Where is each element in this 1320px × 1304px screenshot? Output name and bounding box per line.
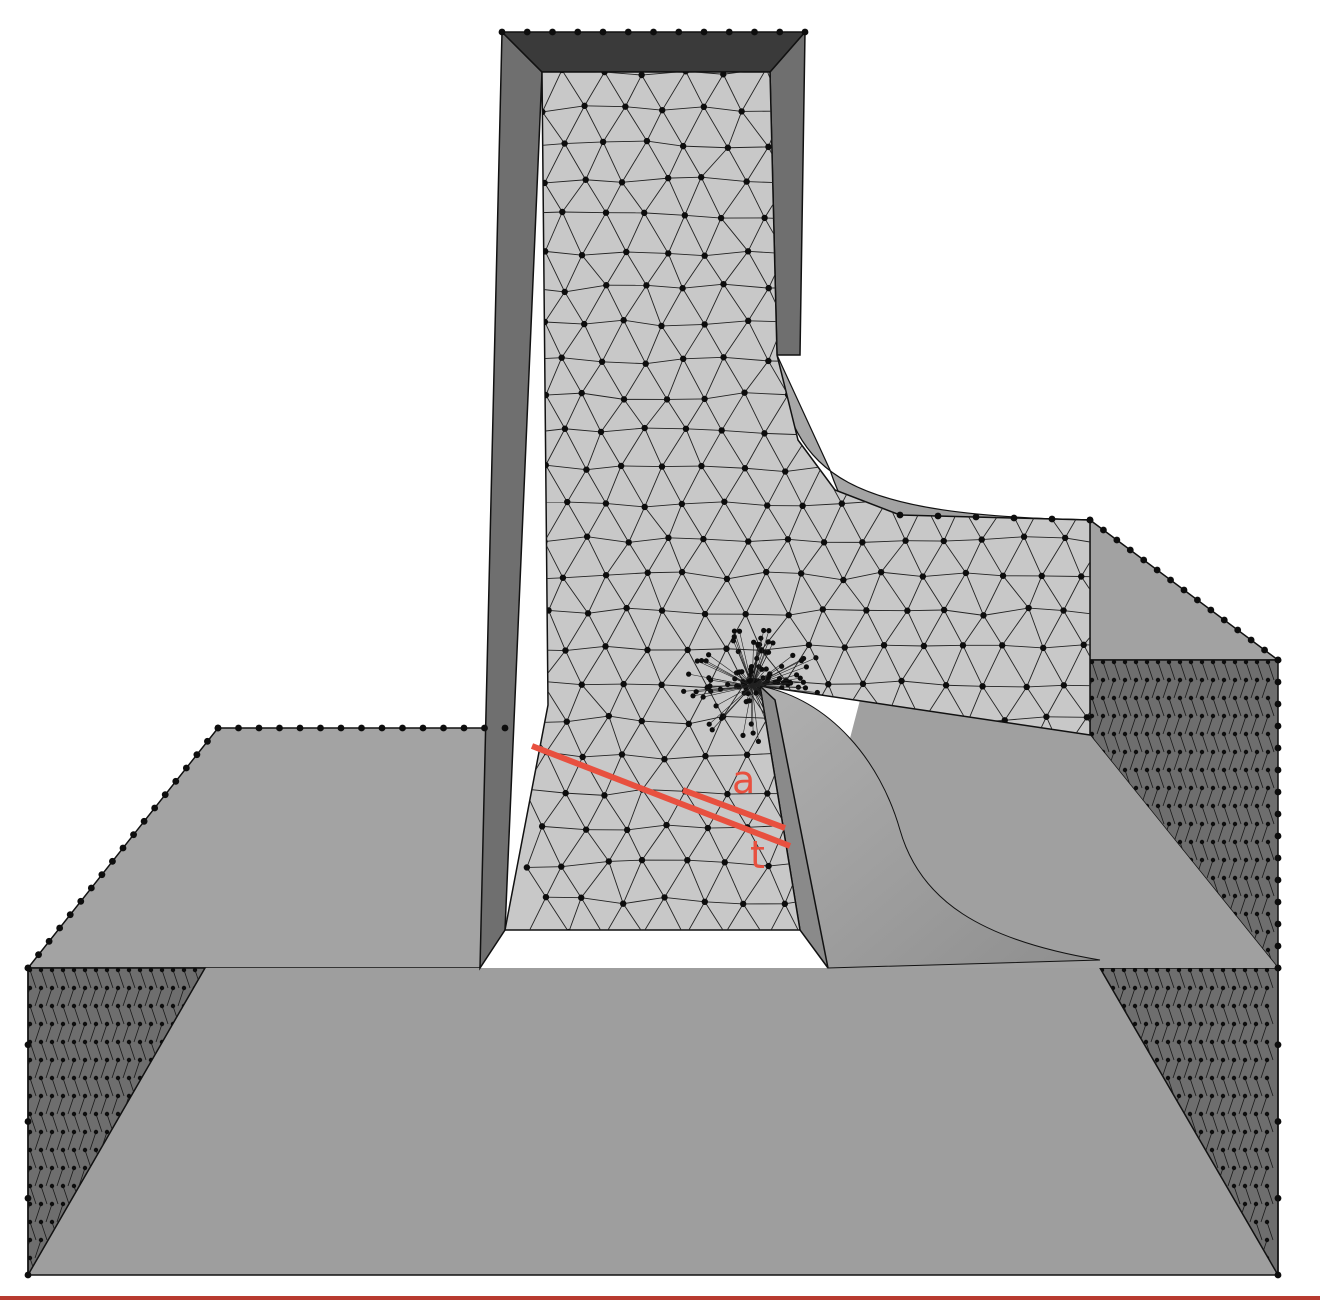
label-t: t xyxy=(750,833,765,877)
base-plate-top-face xyxy=(28,728,505,968)
label-a: a xyxy=(732,758,755,802)
bottom-border xyxy=(0,1296,1320,1300)
web-top-face xyxy=(502,32,805,72)
base-plate-front-face xyxy=(28,968,1278,1275)
